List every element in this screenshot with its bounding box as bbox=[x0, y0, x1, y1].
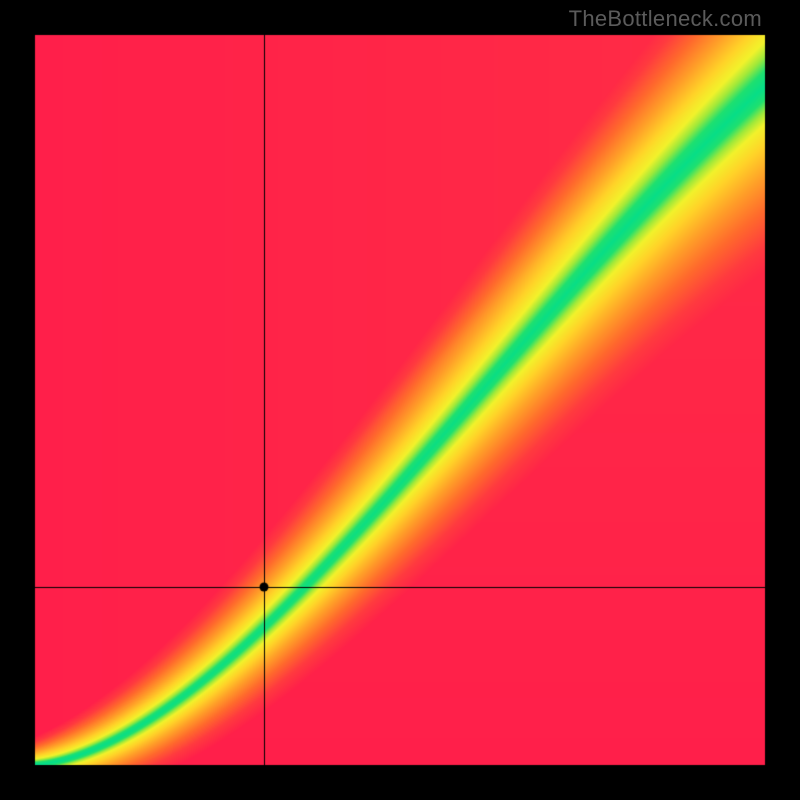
heatmap-canvas bbox=[0, 0, 800, 800]
watermark-text: TheBottleneck.com bbox=[569, 6, 762, 32]
bottleneck-heatmap-container: TheBottleneck.com bbox=[0, 0, 800, 800]
